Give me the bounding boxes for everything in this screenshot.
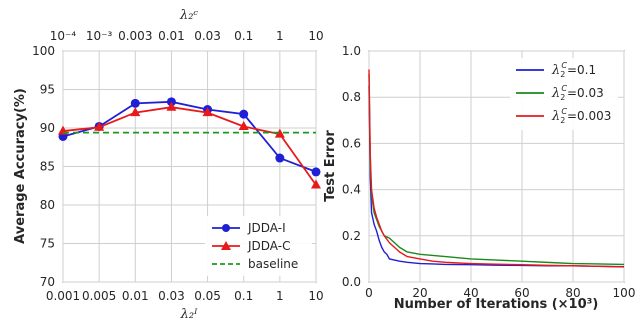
left-point-jdda-c	[202, 107, 213, 117]
left-point-jdda-c	[94, 121, 105, 131]
right-y-axis-label: Test Error	[323, 130, 338, 202]
left-y-axis-label: Average Accuracy(%)	[13, 88, 28, 244]
left-top-tick-label: 0.03	[194, 29, 221, 43]
left-x-tick-label: 0.001	[46, 289, 80, 303]
left-point-jdda-i	[239, 109, 249, 119]
left-series-line-jdda-i	[62, 100, 317, 173]
svg-text:λ2C=0.003: λ2C=0.003	[551, 107, 611, 125]
legend-item-jdda-i: JDDA-I	[212, 221, 286, 235]
legend-item-jdda-c: JDDA-C	[212, 239, 290, 253]
left-y-tick-label: 75	[40, 237, 55, 251]
legend-item-lambda-0.003: λ2C=0.003	[516, 107, 611, 125]
left-point-jdda-c	[274, 128, 285, 138]
right-y-tick-label: 0.6	[342, 136, 361, 150]
legend-item-baseline: baseline	[212, 257, 298, 271]
left-y-tick-label: 70	[40, 275, 55, 289]
left-gridlines	[62, 50, 317, 283]
left-top-tick-label: 1	[276, 29, 284, 43]
left-top-tick-labels: 10⁻⁴ 10⁻³ 0.003 0.01 0.03 0.1 1 10	[50, 29, 324, 43]
right-x-tick-labels: 0 20 40 60 80 100	[365, 286, 635, 300]
left-x-tick-label: 0.005	[82, 289, 116, 303]
left-top-tick-label: 0.01	[158, 29, 185, 43]
right-y-tick-label: 0.0	[342, 275, 361, 289]
right-x-tick-label: 80	[565, 286, 580, 300]
left-point-jdda-i	[311, 167, 321, 177]
right-series-line-1	[368, 74, 625, 266]
svg-text:λ2C=0.03: λ2C=0.03	[551, 84, 604, 102]
right-x-axis-label: Number of Iterations (×10³)	[394, 297, 599, 312]
left-series	[58, 97, 321, 189]
left-x-tick-label: 0.05	[194, 289, 221, 303]
right-y-tick-label: 1.0	[342, 44, 361, 58]
right-chart: 0 20 40 60 80 100 0.0 0.2 0.4 0.6 0.8 1.0 Test Err…	[323, 44, 635, 312]
left-point-jdda-i	[275, 153, 285, 163]
right-series-line-2	[368, 69, 625, 268]
left-top-tick-label: 0.1	[234, 29, 253, 43]
left-y-tick-label: 100	[32, 44, 55, 58]
left-y-tick-label: 80	[40, 198, 55, 212]
left-x-tick-label: 0.03	[158, 289, 185, 303]
right-x-tick-label: 100	[613, 286, 636, 300]
right-y-tick-labels: 0.0 0.2 0.4 0.6 0.8 1.0	[342, 44, 361, 289]
right-x-tick-label: 0	[365, 286, 373, 300]
left-y-tick-label: 95	[40, 83, 55, 97]
right-x-tick-label: 20	[412, 286, 427, 300]
svg-text:JDDA-I: JDDA-I	[247, 221, 286, 235]
legend-item-lambda-0.03: λ2C=0.03	[516, 84, 604, 102]
left-y-tick-label: 85	[40, 160, 55, 174]
left-y-tick-labels: 70 75 80 85 90 95 100	[32, 44, 55, 289]
left-legend: JDDA-I JDDA-C baseline	[205, 216, 312, 276]
left-chart: 0.001 0.005 0.01 0.03 0.05 0.1 1 10 10⁻⁴ 10⁻³ 0.0…	[13, 8, 324, 322]
legend-item-lambda-0.1: λ2C=0.1	[516, 61, 596, 79]
left-top-axis-label: λ₂ᶜ	[179, 8, 198, 23]
left-top-tick-label: 10⁻⁴	[50, 29, 77, 43]
right-y-tick-label: 0.8	[342, 90, 361, 104]
left-top-tick-label: 10	[308, 29, 323, 43]
right-x-tick-label: 60	[514, 286, 529, 300]
left-top-tick-label: 0.003	[118, 29, 152, 43]
left-x-tick-label: 10	[308, 289, 323, 303]
left-x-tick-label: 0.01	[122, 289, 149, 303]
right-y-tick-label: 0.2	[342, 229, 361, 243]
left-x-axis-label: λ₂ᴵ	[180, 307, 198, 322]
right-legend: λ2C=0.1 λ2C=0.03 λ2C=0.003	[510, 58, 618, 130]
right-x-tick-label: 40	[463, 286, 478, 300]
left-point-jdda-c	[311, 179, 321, 189]
svg-text:JDDA-C: JDDA-C	[247, 239, 290, 253]
left-top-tick-label: 10⁻³	[86, 29, 113, 43]
left-point-jdda-c	[166, 101, 177, 111]
left-point-jdda-c	[238, 120, 249, 130]
left-point-jdda-i	[130, 98, 140, 108]
right-y-tick-label: 0.4	[342, 183, 361, 197]
left-point-jdda-c	[130, 107, 141, 117]
left-y-tick-label: 90	[40, 121, 55, 135]
svg-text:λ2C=0.1: λ2C=0.1	[551, 61, 596, 79]
svg-text:baseline: baseline	[248, 257, 298, 271]
left-x-tick-label: 0.1	[234, 289, 253, 303]
left-x-tick-labels: 0.001 0.005 0.01 0.03 0.05 0.1 1 10	[46, 289, 324, 303]
right-series	[368, 69, 625, 268]
left-x-tick-label: 1	[276, 289, 284, 303]
